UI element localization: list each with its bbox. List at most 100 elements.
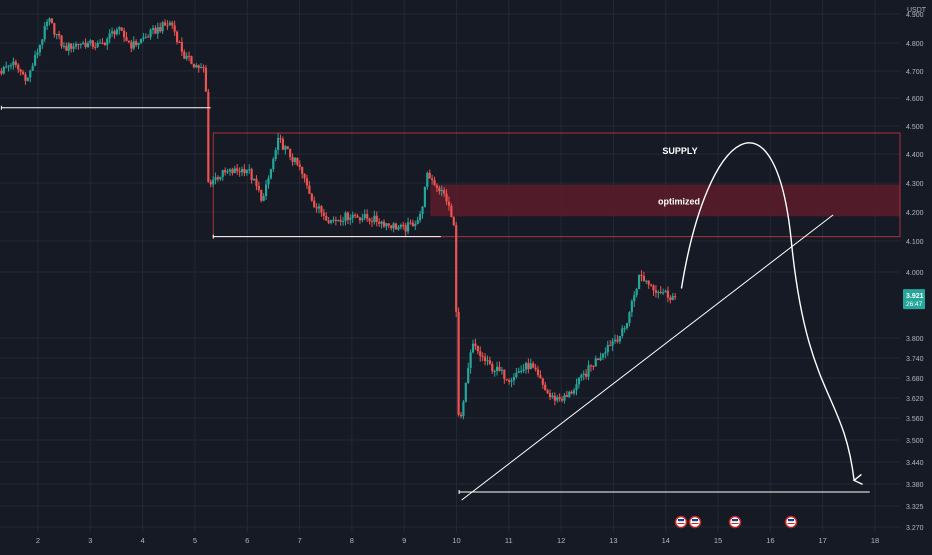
- candle: [50, 18, 54, 24]
- x-axis-tick-label: 4: [141, 536, 145, 545]
- candle: [354, 214, 357, 216]
- candle: [375, 215, 378, 222]
- candle: [382, 221, 386, 227]
- candle: [279, 138, 282, 140]
- candle: [33, 54, 37, 66]
- candle: [337, 220, 340, 222]
- candle: [149, 29, 152, 38]
- us-flag-event-icon[interactable]: [674, 515, 688, 529]
- candle: [310, 193, 313, 201]
- y-axis-tick-label: 4.200: [906, 210, 924, 217]
- candle: [137, 43, 140, 45]
- candle: [204, 67, 208, 92]
- candle: [2, 67, 5, 74]
- ascending-trendline[interactable]: [461, 214, 834, 501]
- us-flag-event-icon[interactable]: [728, 515, 742, 529]
- candle: [125, 37, 128, 41]
- candle: [115, 29, 118, 35]
- candle: [12, 61, 15, 66]
- drawings[interactable]: [0, 105, 870, 501]
- event-icon-flag-canton: [732, 519, 738, 522]
- candle: [91, 40, 94, 47]
- candle: [440, 189, 443, 192]
- candle-countdown: 26:47: [906, 301, 923, 308]
- candle: [120, 27, 123, 31]
- candle: [541, 378, 544, 385]
- candle: [464, 382, 467, 402]
- event-icon-flag-canton: [692, 519, 698, 522]
- y-axis-tick-label: 4.500: [906, 124, 924, 131]
- candle: [46, 21, 49, 27]
- candle: [190, 56, 193, 64]
- candle: [404, 225, 407, 232]
- candle: [455, 225, 458, 312]
- candle: [195, 65, 198, 68]
- candle: [293, 157, 297, 162]
- candle: [474, 343, 477, 346]
- candle: [575, 384, 578, 391]
- candle: [161, 22, 164, 32]
- candle: [534, 367, 537, 370]
- candle: [344, 212, 347, 221]
- candle: [577, 377, 581, 385]
- x-axis-tick-label: 2: [36, 536, 40, 545]
- candle: [637, 274, 641, 290]
- candle: [178, 42, 181, 44]
- candle: [510, 380, 513, 382]
- current-price-badge: 3.921 26:47: [903, 289, 925, 310]
- x-axis-tick-label: 16: [766, 536, 774, 545]
- axes: USDT 4.900 4.800 4.700 4.600 4.500 4.400 4.300…: [36, 7, 927, 545]
- candle: [48, 18, 51, 22]
- candle: [356, 215, 359, 218]
- candle: [399, 224, 402, 228]
- y-axis-tick-label: 3.500: [906, 438, 924, 445]
- candle: [135, 41, 138, 45]
- candle: [390, 225, 393, 229]
- y-axis-tick-label: 3.800: [906, 336, 924, 343]
- candle: [349, 217, 352, 220]
- y-axis-tick-label: 3.270: [906, 525, 924, 532]
- candle: [207, 91, 210, 182]
- candle: [123, 30, 126, 38]
- candle: [556, 397, 559, 401]
- candle: [601, 353, 605, 358]
- us-flag-event-icon[interactable]: [688, 515, 702, 529]
- candle: [168, 22, 171, 26]
- candle: [532, 363, 535, 368]
- candle: [84, 42, 87, 48]
- x-axis-tick-label: 6: [245, 536, 249, 545]
- candle: [5, 66, 8, 68]
- y-axis-tick-label: 3.680: [906, 376, 924, 383]
- projected-path-arrow[interactable]: [680, 142, 863, 485]
- candles: [0, 17, 677, 420]
- y-axis-tick-label: 4.100: [906, 239, 924, 246]
- candle: [252, 178, 256, 181]
- candle: [82, 42, 85, 44]
- candle: [327, 220, 330, 223]
- candle: [625, 322, 629, 329]
- candle: [118, 27, 121, 30]
- candle: [572, 390, 576, 394]
- event-icon-flag-canton: [678, 519, 684, 522]
- candle: [544, 384, 547, 391]
- candle: [402, 224, 405, 226]
- candle: [618, 336, 621, 342]
- currency-label: USDT: [907, 7, 927, 14]
- candle: [305, 178, 309, 186]
- candle: [317, 206, 321, 209]
- candle: [236, 168, 239, 172]
- candle: [216, 177, 220, 180]
- x-axis-tick-label: 14: [662, 536, 670, 545]
- us-flag-event-icon[interactable]: [784, 515, 798, 529]
- candle: [260, 189, 263, 201]
- economic-events[interactable]: [674, 515, 798, 529]
- candle: [529, 363, 532, 370]
- candle: [633, 295, 636, 302]
- candle: [21, 71, 25, 75]
- candle: [231, 169, 234, 174]
- x-axis-tick-label: 7: [297, 536, 301, 545]
- candle: [520, 370, 523, 372]
